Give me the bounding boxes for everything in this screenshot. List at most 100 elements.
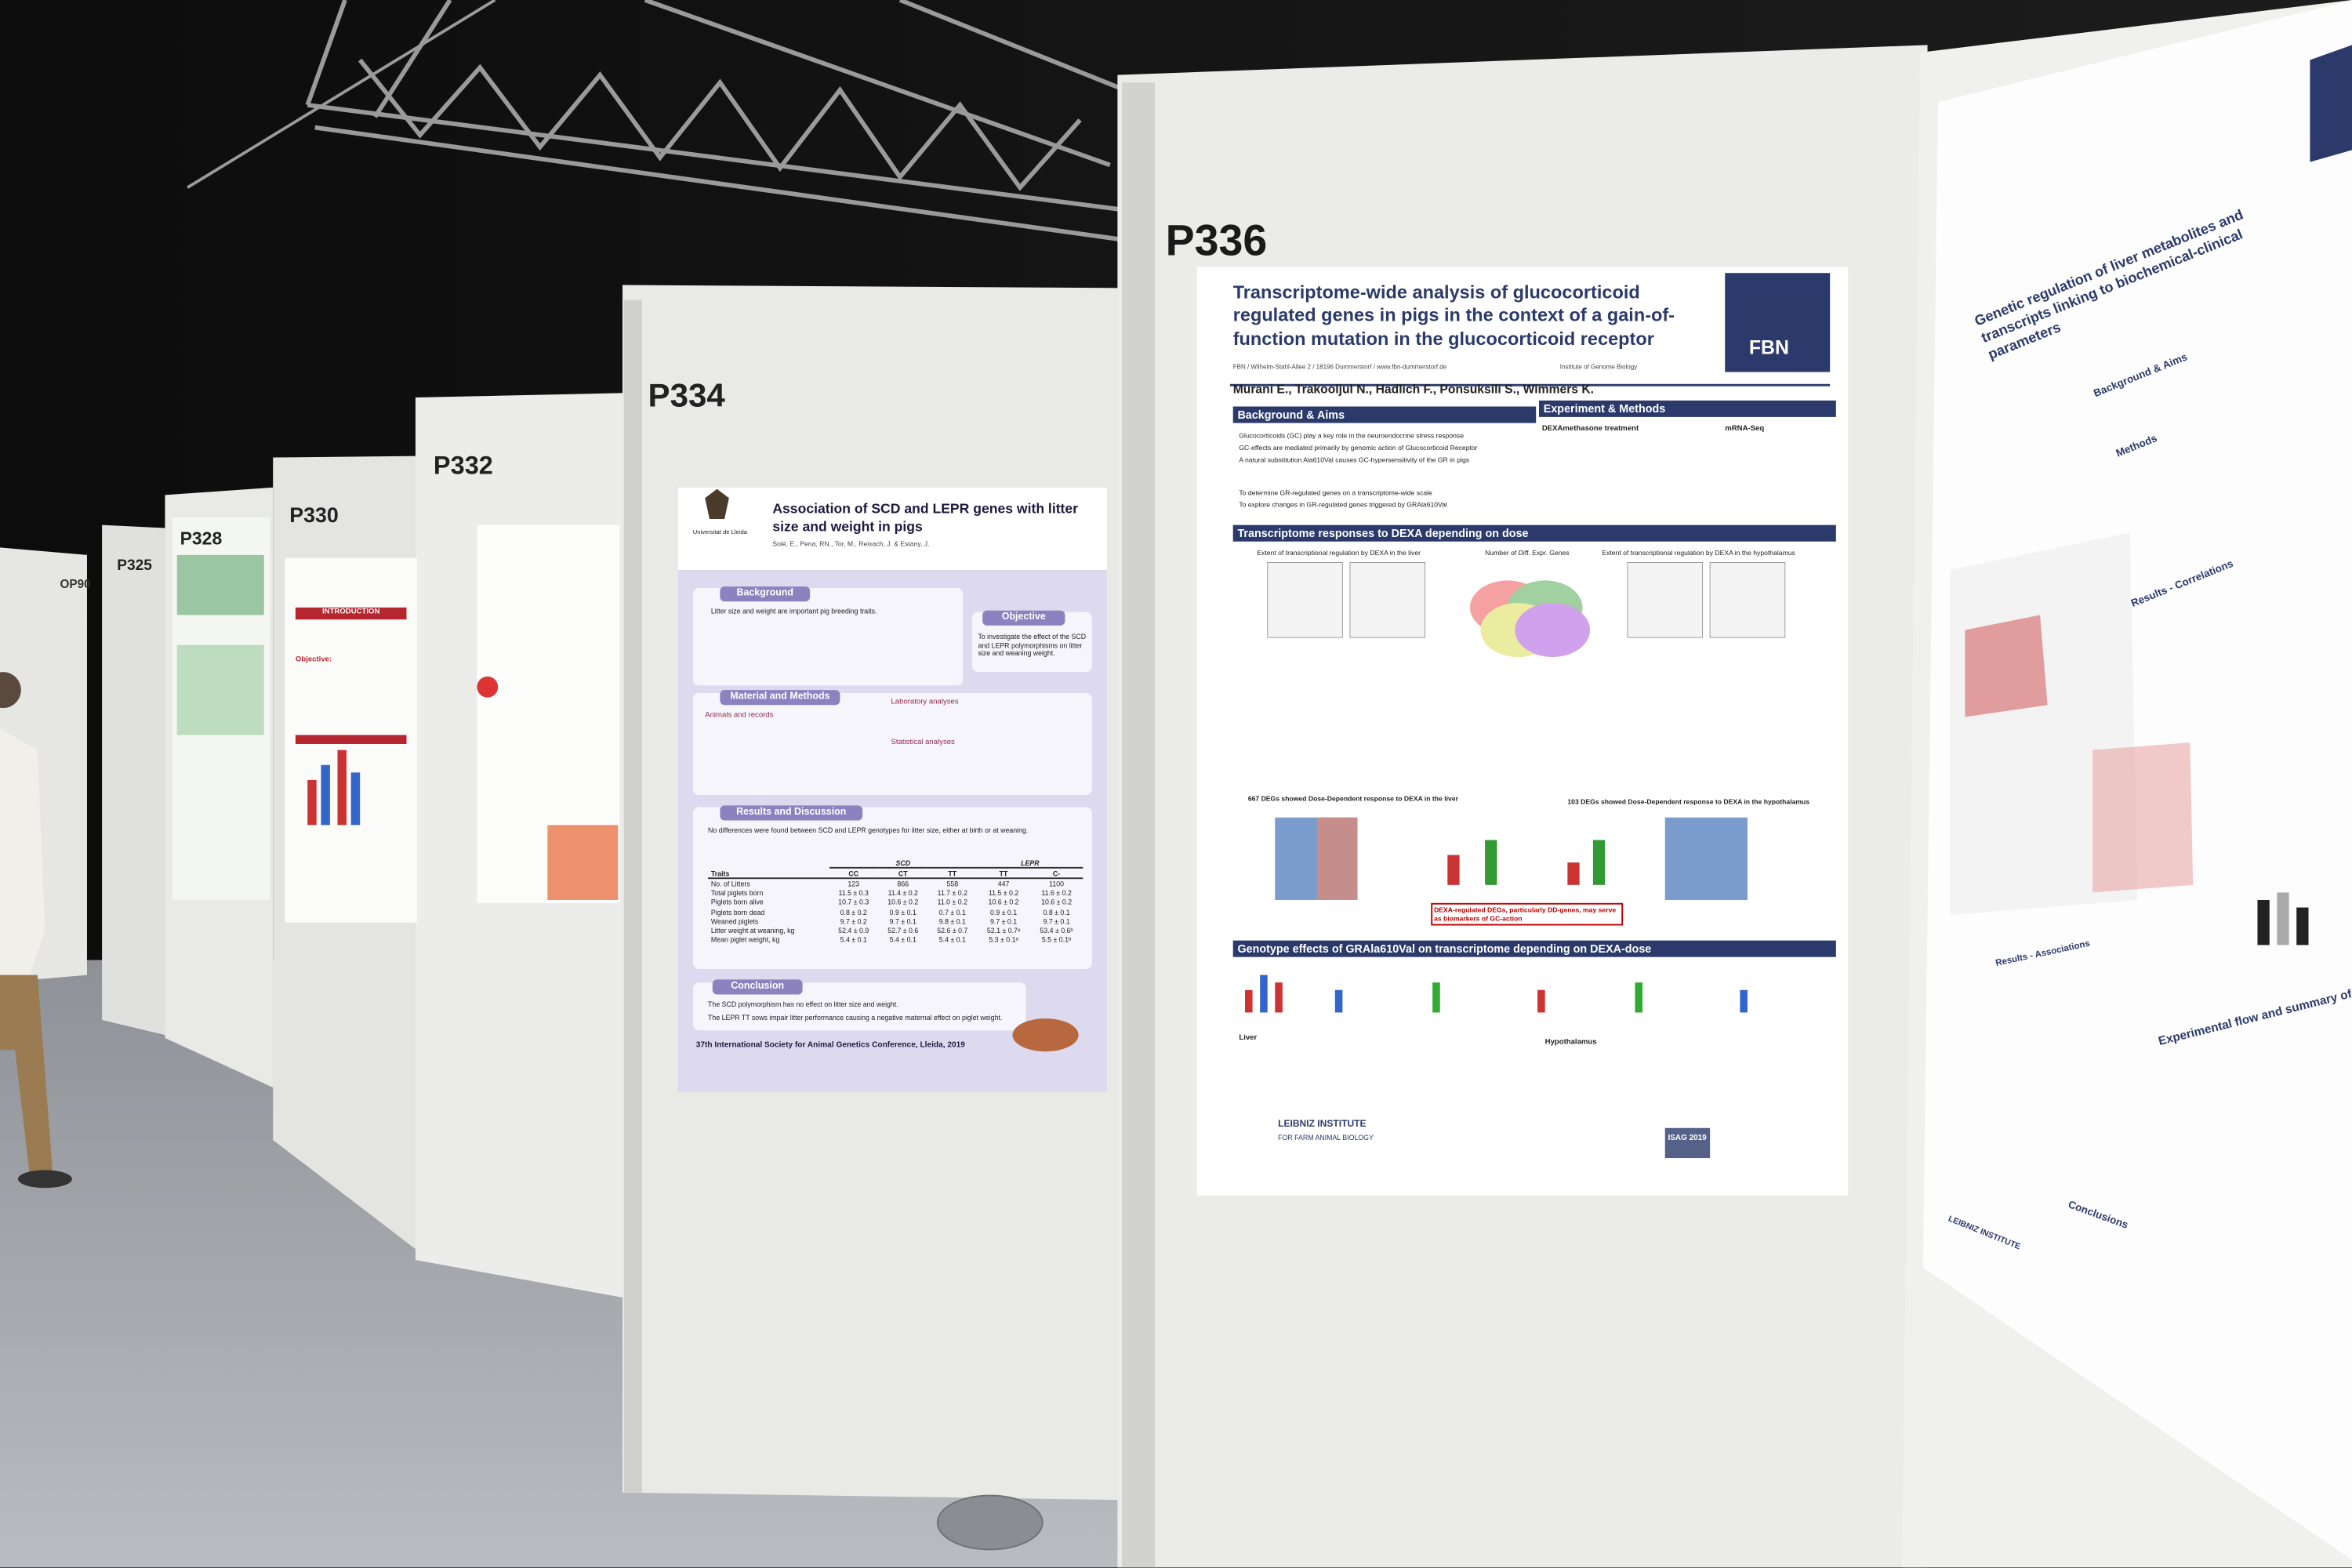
paragraph: To determine GR-regulated genes on a tra… [1239, 488, 1432, 497]
subheader: DEXAmethasone treatment [1541, 424, 1639, 434]
section-header: Objective [982, 610, 1065, 626]
person [0, 672, 72, 1189]
table-cell: 9.7 ± 0.1 [989, 917, 1018, 925]
table-row: Litter weight at weaning, kg 52.4 ± 0.9 52… [708, 926, 1083, 935]
heatmap [1965, 615, 2048, 717]
paragraph: A natural substitution Ala610Val causes … [1239, 456, 1470, 464]
table-cell: 52.6 ± 0.7 [937, 927, 968, 935]
table-cell: 0.8 ± 0.1 [1043, 908, 1070, 916]
table-cell: LEPR [977, 858, 1083, 869]
poster-block [295, 607, 407, 620]
table-cell: 9.8 ± 0.1 [938, 917, 966, 925]
table-cell: 11.7 ± 0.2 [937, 889, 967, 898]
truss [187, 0, 1127, 242]
subheader: Laboratory analyses [891, 697, 959, 707]
table-cell: 5.4 ± 0.1 [938, 936, 966, 944]
subheader: Animals and records [705, 710, 774, 720]
table-cell: Traits [708, 868, 829, 880]
table-cell: SCD [829, 858, 978, 869]
volcano-plots [1267, 561, 1786, 638]
section-header: Conclusion [712, 979, 803, 995]
section-header: Material and Methods [720, 690, 840, 706]
paragraph: The LEPR TT sows impair litter performan… [708, 1014, 1003, 1022]
paragraph: Litter size and weight are important pig… [710, 607, 877, 615]
footer: 37th International Society for Animal Ge… [695, 1040, 965, 1051]
table-cell: Litter weight at weaning, kg [710, 927, 795, 935]
board-edge [1122, 82, 1156, 1568]
table-cell: TT [927, 868, 978, 880]
table-row: Traits CC CT TT TT C- [708, 868, 1083, 880]
table-cell: 10.6 ± 0.2 [1041, 898, 1073, 907]
table-cell: 11.6 ± 0.2 [1041, 889, 1072, 898]
table-cell: 0.9 ± 0.1 [889, 908, 916, 916]
table-cell: 0.7 ± 0.1 [938, 908, 966, 916]
board-label: P332 [433, 451, 493, 481]
logo [705, 488, 729, 519]
table-row: Piglets born alive 10.7 ± 0.3 10.6 ± 0.2 11… [708, 898, 1083, 908]
poster-block [295, 735, 407, 744]
board-label: OP90 [60, 577, 91, 591]
bar-figure [307, 750, 361, 826]
board-label: P334 [648, 376, 725, 415]
table-row: Mean piglet weight, kg 5.4 ± 0.1 5.4 ± 0.1… [708, 935, 1083, 945]
table-row: SCD LEPR [708, 858, 1083, 869]
institute: Institute of Genome Biology [1559, 363, 1638, 371]
table-cell: 11.5 ± 0.3 [838, 889, 869, 898]
poster-header [677, 487, 1107, 571]
poster-block [176, 644, 264, 735]
table-cell: Piglets born dead [710, 908, 765, 916]
poster-block [547, 825, 619, 900]
section-header: Background & Aims [1232, 406, 1537, 424]
table-cell: 123 [848, 880, 860, 888]
icon [477, 676, 499, 698]
plot-title: Extent of transcriptional regulation by … [1602, 549, 1795, 557]
table-cell: No. of Litters [710, 880, 750, 888]
table-cell: CC [829, 868, 879, 880]
isag-logo [1664, 1127, 1711, 1159]
table-cell: 10.6 ± 0.2 [988, 898, 1019, 907]
table-cell: 9.7 ± 0.1 [1043, 917, 1070, 925]
table-cell: 5.4 ± 0.1 [889, 936, 916, 944]
table-row: No. of Litters 123 866 558 447 1100 [708, 879, 1083, 889]
section-header: INTRODUCTION [322, 607, 380, 617]
subheader: Hypothalamus [1544, 1037, 1597, 1047]
logo-box [2310, 45, 2352, 162]
logo-box [1725, 273, 1831, 372]
table-cell: 866 [897, 880, 909, 888]
subheader: Liver [1239, 1033, 1258, 1043]
board-label: P328 [180, 528, 223, 550]
callout: DEXA-regulated DEGs, particularly DD-gen… [1431, 902, 1624, 926]
table-cell: 5.5 ± 0.1ᵇ [1041, 936, 1072, 944]
table-cell: Mean piglet weight, kg [710, 936, 780, 944]
table-cell: 9.7 ± 0.2 [840, 917, 867, 925]
table-cell: 558 [946, 880, 959, 888]
section-header: Results and Discussion [720, 805, 863, 821]
pig-image [1012, 1018, 1079, 1052]
venn [1469, 580, 1591, 658]
heatmap [1316, 817, 1358, 900]
table-cell: 53.4 ± 0.6ᵇ [1040, 927, 1073, 935]
paragraph: The SCD polymorphism has no effect on li… [708, 1000, 898, 1008]
rule [1229, 383, 1831, 387]
table-cell: 52.4 ± 0.9 [838, 927, 869, 935]
table-cell: 11.4 ± 0.2 [887, 889, 918, 898]
paragraph: GC-effects are mediated primarily by gen… [1239, 444, 1478, 452]
poster-box [692, 807, 1092, 969]
footer: FOR FARM ANIMAL BIOLOGY [1278, 1134, 1374, 1142]
table-cell: 5.3 ± 0.1ᵃ [989, 936, 1018, 944]
table-cell: 52.7 ± 0.6 [887, 927, 919, 935]
table-cell: 11.5 ± 0.2 [988, 889, 1019, 898]
paragraph: To investigate the effect of the SCD and… [978, 633, 1087, 658]
table-cell: 10.7 ± 0.3 [838, 898, 869, 907]
board-label: P325 [117, 557, 152, 575]
table-row: Weaned piglets 9.7 ± 0.2 9.7 ± 0.1 9.8 ± 0.… [708, 916, 1083, 926]
table-cell: 0.9 ± 0.1 [989, 908, 1018, 916]
table-cell: CT [878, 868, 928, 880]
bar-figure [2257, 892, 2309, 946]
board-edge [623, 299, 642, 1493]
floor-drain [936, 1494, 1044, 1551]
table-cell: 9.7 ± 0.1 [889, 917, 916, 925]
poster-box [692, 692, 1092, 796]
table-cell: 52.1 ± 0.7ᵃ [986, 927, 1021, 935]
